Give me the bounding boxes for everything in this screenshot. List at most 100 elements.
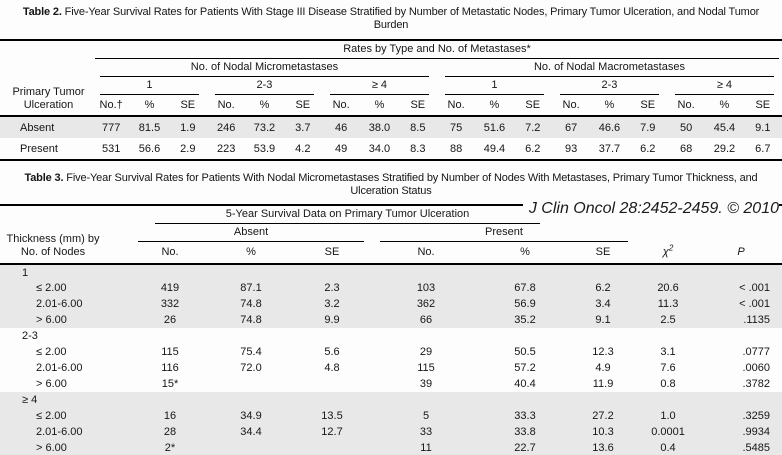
data-cell: 67	[564, 121, 578, 134]
table2-macro-group-cell: No. of Nodal Macrometastases	[437, 59, 782, 77]
table2-subgroup-label: 2-3	[559, 77, 659, 95]
table-row: ≤ 2.00 115 75.4 5.6 29 50.5 12.3 3.1 .07…	[0, 344, 782, 360]
p-value-cell: < .001	[739, 298, 771, 310]
data-cell: 13.5	[321, 410, 343, 422]
data-cell: 26	[163, 314, 177, 326]
table2-subgroup-label: 2-3	[214, 77, 314, 95]
data-cell: 0.4	[660, 441, 676, 454]
group-header-spacer	[130, 328, 782, 344]
data-cell: 56.9	[514, 298, 536, 310]
data-cell: 0.8	[660, 378, 676, 390]
data-cell: 74.8	[240, 314, 262, 326]
row-label: Absent	[20, 121, 55, 134]
column-header: %	[259, 99, 270, 111]
column-header: SE	[755, 99, 771, 111]
row-label: Present	[20, 142, 58, 155]
table-row: ≤ 2.00 419 87.1 2.3 103 67.8 6.2 20.6 < …	[0, 280, 782, 296]
data-cell: 45.4	[713, 121, 736, 134]
data-cell: 22.7	[514, 441, 536, 454]
column-header: %	[144, 99, 155, 111]
data-cell	[210, 376, 292, 392]
table2-subgroup-cell: 2-3	[552, 77, 667, 95]
data-cell: 3.2	[324, 298, 340, 310]
table3-present-group-cell: Present	[372, 224, 636, 242]
data-cell: 10.3	[592, 426, 614, 438]
data-cell: 7.6	[660, 362, 676, 374]
data-cell: 46	[335, 121, 348, 134]
table3-absent-group-cell: Absent	[130, 224, 372, 242]
column-header: %	[719, 99, 730, 111]
column-header: SE	[525, 99, 541, 111]
table3-group-gap	[636, 224, 782, 242]
data-cell: 116	[161, 362, 179, 374]
table2: Primary Tumor Ulceration Rates by Type a…	[0, 39, 782, 161]
group-label: 1	[22, 266, 29, 279]
data-cell: 38.0	[368, 121, 391, 134]
column-header: %	[489, 99, 500, 111]
data-cell: 6.2	[640, 142, 656, 155]
data-cell: 6.2	[595, 282, 611, 294]
table-row: 2.01-6.00 28 34.4 12.7 33 33.8 10.3 0.00…	[0, 424, 782, 440]
table-row: 2.01-6.00 332 74.8 3.2 362 56.9 3.4 11.3…	[0, 296, 782, 312]
data-cell: 27.2	[592, 410, 614, 422]
data-cell: 2*	[164, 441, 176, 454]
table3-caption-text: Five-Year Survival Rates for Patients Wi…	[63, 172, 758, 197]
data-cell: 49.4	[483, 142, 506, 155]
group-header-row: ≥ 4	[0, 392, 782, 408]
table-row: > 6.00 15* 39 40.4 11.9 0.8 .3782	[0, 376, 782, 392]
table-row: Absent 777 81.5 1.9 246 73.2 3.7 46 38.0…	[0, 116, 782, 138]
row-label: 2.01-6.00	[36, 426, 83, 438]
data-cell: 66	[419, 314, 433, 326]
data-cell: 4.2	[295, 142, 311, 155]
data-cell: 15*	[161, 378, 179, 390]
data-cell: 81.5	[138, 121, 161, 134]
data-cell: 1.9	[180, 121, 196, 134]
column-header: SE	[640, 99, 656, 111]
data-cell: 50.5	[514, 346, 536, 358]
data-cell: 7.9	[640, 121, 656, 134]
table-row: Present 531 56.6 2.9 223 53.9 4.2 49 34.…	[0, 138, 782, 160]
data-cell: 4.9	[595, 362, 611, 374]
data-cell: 67.8	[514, 282, 536, 294]
data-cell: 39	[419, 378, 433, 390]
data-cell: 5.6	[324, 346, 340, 358]
table3-stub-header: Thickness (mm) by No. of Nodes	[0, 205, 130, 264]
data-cell: 46.6	[598, 121, 621, 134]
table2-caption: Table 2. Five-Year Survival Rates for Pa…	[0, 0, 782, 39]
column-header: SE	[324, 246, 340, 258]
data-cell: 531	[101, 142, 121, 155]
data-cell: 53.9	[253, 142, 276, 155]
data-cell: 12.7	[321, 426, 343, 438]
p-value-cell: .5485	[742, 441, 771, 454]
data-cell: 93	[564, 142, 578, 155]
data-cell: 362	[416, 298, 436, 310]
table3-top-spanner: 5-Year Survival Data on Primary Tumor Ul…	[155, 206, 541, 224]
table2-body: Absent 777 81.5 1.9 246 73.2 3.7 46 38.0…	[0, 116, 782, 160]
row-label: > 6.00	[36, 441, 67, 454]
row-label: 2.01-6.00	[36, 298, 83, 310]
data-cell: 1.0	[660, 410, 676, 422]
table2-caption-text: Five-Year Survival Rates for Patients Wi…	[61, 6, 760, 31]
column-header: SE	[595, 246, 611, 258]
table3-present-group-header: Present	[380, 224, 629, 242]
table3: Thickness (mm) by No. of Nodes 5-Year Su…	[0, 204, 782, 455]
table2-subgroup-cell: 1	[437, 77, 552, 95]
table-row: 2.01-6.00 116 72.0 4.8 115 57.2 4.9 7.6 …	[0, 360, 782, 376]
data-cell: 9.1	[595, 314, 611, 326]
table2-micro-group-cell: No. of Nodal Micrometastases	[92, 59, 437, 77]
data-cell: 3.4	[595, 298, 611, 310]
table2-subgroup-label: 1	[444, 77, 544, 95]
column-header: No.	[562, 99, 580, 111]
data-cell: 51.6	[483, 121, 506, 134]
table2-subgroup-label: ≥ 4	[329, 77, 429, 95]
column-header: %	[604, 99, 615, 111]
table2-subgroup-cell: ≥ 4	[322, 77, 437, 95]
table2-subgroup-label: ≥ 4	[674, 77, 774, 95]
data-cell: 2.9	[180, 142, 196, 155]
data-cell: 87.1	[240, 282, 262, 294]
data-cell: 777	[101, 121, 121, 134]
data-cell: 6.7	[755, 142, 771, 155]
group-label: ≥ 4	[22, 394, 38, 406]
data-cell: 40.4	[514, 378, 536, 390]
